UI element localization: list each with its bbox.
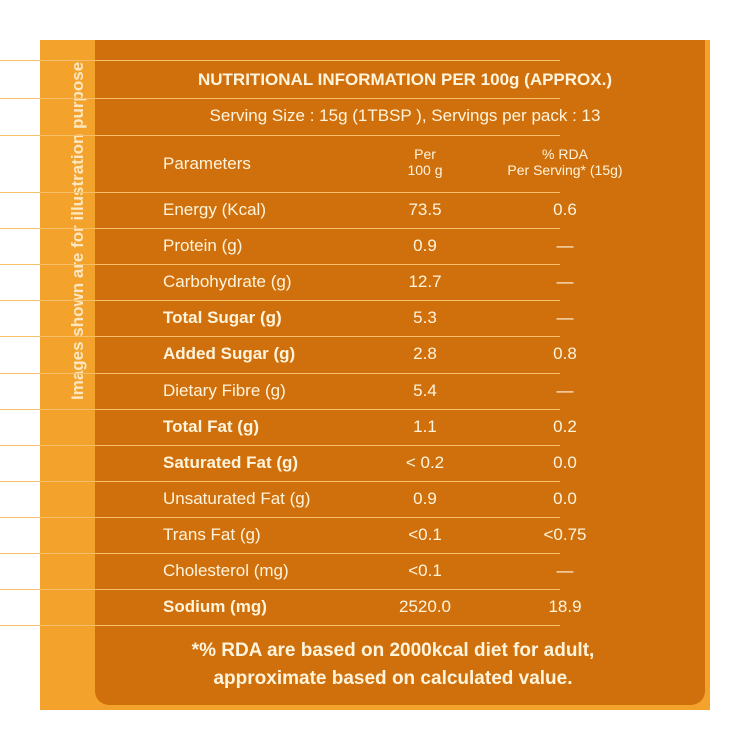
rule — [0, 135, 560, 136]
rule — [0, 408, 560, 410]
cell: 2.8 — [413, 344, 437, 364]
cell: < 0.2 — [405, 452, 445, 472]
rule — [0, 589, 560, 591]
column-header: Per Serving* (15g) — [507, 162, 623, 178]
column-header: 100 g — [407, 162, 443, 178]
footnote: approximate based on calculated value. — [213, 668, 573, 689]
cell: — — [556, 561, 574, 580]
rule — [0, 98, 560, 99]
cell: 0.2 — [553, 416, 577, 436]
cell: Cholesterol (mg) — [163, 561, 289, 580]
rule — [0, 300, 560, 302]
cell: Added Sugar (g) — [163, 344, 296, 364]
rule — [0, 480, 560, 482]
cell: 5.4 — [413, 380, 437, 400]
cell: 2520.0 — [399, 597, 451, 617]
cell: 0.8 — [553, 344, 577, 364]
rule — [0, 625, 560, 626]
footnote: *% RDA are based on 2000kcal diet for ad… — [191, 640, 595, 661]
cell: 0.9 — [413, 236, 437, 256]
cell: 0.9 — [413, 488, 437, 508]
cell: <0.75 — [543, 524, 587, 544]
rule — [0, 192, 560, 193]
rule — [0, 336, 560, 338]
cell: — — [556, 236, 574, 256]
cell: 1.1 — [413, 416, 437, 436]
cell: 5.3 — [413, 308, 437, 328]
serving: Serving Size : 15g (1TBSP ), Servings pe… — [209, 106, 601, 125]
cell: 12.7 — [408, 272, 442, 292]
cell: 73.5 — [408, 200, 442, 219]
cell: Unsaturated Fat (g) — [163, 488, 311, 508]
column-header: % RDA — [542, 146, 588, 162]
side-note: Images shown are for illustration purpos… — [68, 61, 87, 400]
column-header: Parameters — [163, 154, 251, 173]
rule — [0, 60, 560, 61]
cell: Trans Fat (g) — [163, 524, 261, 544]
cell: Total Sugar (g) — [163, 308, 282, 328]
cell: — — [556, 308, 574, 328]
column-header: Per — [414, 146, 436, 162]
cell: — — [556, 272, 574, 292]
cell: Energy (Kcal) — [163, 200, 266, 219]
rule — [0, 264, 560, 266]
cell: Protein (g) — [163, 236, 243, 256]
rule — [0, 553, 560, 554]
rule — [0, 516, 560, 518]
cell: 0.6 — [553, 200, 577, 219]
rule — [0, 444, 560, 446]
title: NUTRITIONAL INFORMATION PER 100g (APPROX… — [197, 70, 613, 89]
cell: Sodium (mg) — [163, 597, 267, 617]
cell: — — [556, 380, 574, 400]
rule — [0, 228, 560, 230]
cell: 0.0 — [553, 452, 577, 472]
cell: <0.1 — [408, 524, 442, 544]
cell: 18.9 — [548, 597, 582, 617]
cell: Total Fat (g) — [163, 416, 259, 436]
cell: 0.0 — [553, 488, 577, 508]
rule — [0, 372, 560, 374]
cell: Dietary Fibre (g) — [163, 380, 286, 400]
cell: Carbohydrate (g) — [163, 272, 292, 292]
cell: Saturated Fat (g) — [163, 452, 299, 472]
cell: <0.1 — [408, 561, 442, 580]
